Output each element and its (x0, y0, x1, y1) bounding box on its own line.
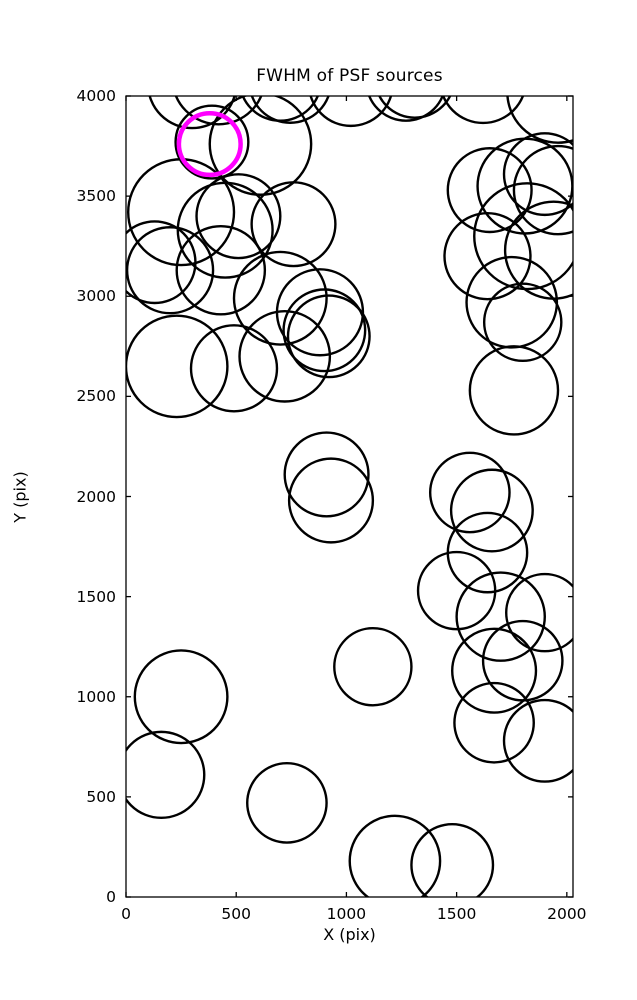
psf-source-circle (506, 96, 573, 144)
y-tick-label: 3000 (76, 287, 116, 306)
page-title: FWHM of PSF sources (256, 66, 443, 86)
psf-source-circle (309, 96, 393, 128)
psf-source-circle (176, 110, 243, 178)
psf-source-circle (453, 681, 535, 764)
y-tick-label: 3500 (76, 187, 116, 206)
psf-source-circle (250, 96, 330, 124)
x-tick-label: 0 (121, 905, 131, 923)
psf-source-circle (473, 182, 573, 291)
y-tick-label: 2000 (76, 487, 116, 506)
psf-source-circle (502, 698, 573, 783)
psf-source-circle (482, 282, 563, 363)
data-circles-layer (126, 96, 573, 897)
psf-source-circle (333, 626, 413, 707)
x-axis-label: X (pix) (323, 925, 376, 944)
psf-source-circle (232, 250, 328, 346)
psf-source-circle (451, 627, 538, 714)
y-axis-label: Y (pix) (10, 471, 30, 523)
psf-source-circle (189, 324, 279, 413)
psf-source-circle (126, 730, 206, 820)
psf-source-circle (283, 431, 370, 518)
psf-source-circle (174, 96, 263, 126)
y-tick-label: 4000 (76, 87, 116, 105)
psf-source-circle (367, 96, 444, 122)
psf-source-circle (446, 147, 533, 234)
psf-source-circle (455, 571, 546, 662)
y-tick-label: 2500 (76, 387, 116, 406)
psf-source-circle (449, 468, 534, 553)
psf-source-circle (505, 572, 573, 653)
psf-source-circle (238, 309, 332, 403)
axes-frame (125, 95, 574, 898)
psf-source-circle (175, 224, 267, 316)
y-tick-label: 0 (106, 888, 116, 906)
psf-source-circle (176, 181, 274, 279)
psf-source-circle (468, 345, 560, 436)
psf-source-circle (410, 822, 495, 897)
psf-source-circle (378, 96, 452, 119)
psf-source-circle (348, 814, 442, 897)
psf-source-circle (512, 144, 573, 236)
x-tick-label: 1500 (436, 905, 477, 923)
psf-source-circle (133, 649, 229, 745)
x-tick-label: 500 (221, 905, 251, 923)
y-tick-label: 1500 (76, 587, 116, 606)
psf-source-circle (241, 96, 320, 122)
psf-source-circle (246, 762, 328, 844)
psf-source-circle (502, 132, 573, 217)
psf-source-circle (126, 314, 229, 419)
psf-source-circle (126, 226, 215, 315)
psf-source-circle (287, 457, 375, 544)
psf-source-circle (428, 451, 511, 534)
y-tick-label: 500 (86, 787, 116, 806)
psf-source-circle (443, 212, 532, 301)
x-tick-label: 1000 (326, 905, 367, 923)
psf-source-circle (148, 96, 236, 130)
psf-source-circle (465, 255, 559, 349)
psf-source-circle (208, 96, 313, 196)
psf-source-circle (250, 181, 337, 268)
x-tick-label: 2000 (547, 905, 587, 923)
psf-source-circle (481, 619, 564, 702)
psf-source-circle (286, 294, 371, 379)
psf-source-circle (441, 96, 525, 125)
psf-source-circle (174, 104, 250, 180)
psf-source-circle (282, 288, 367, 373)
psf-source-circle (416, 550, 497, 631)
y-tick-label: 1000 (76, 687, 116, 706)
psf-source-circle (126, 220, 197, 305)
psf-source-circle (195, 173, 282, 260)
